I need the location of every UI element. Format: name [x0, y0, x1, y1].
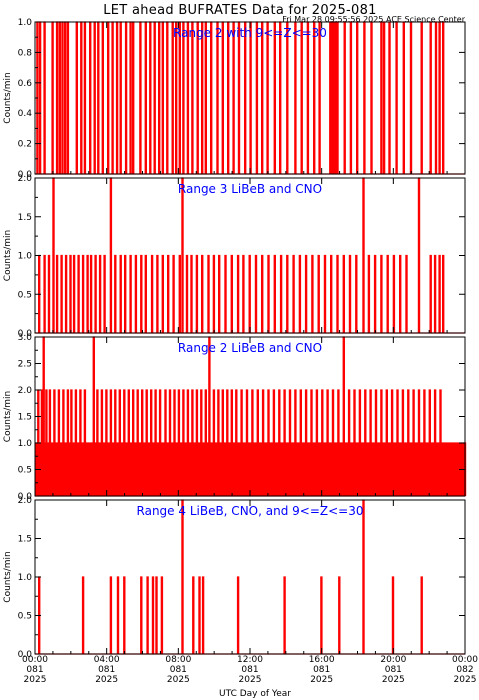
y-tick-label: 0.5 — [18, 466, 32, 476]
x-axis: 00:00081202504:00081202508:00081202512:0… — [22, 655, 478, 685]
y-tick-label: 1.0 — [18, 439, 33, 449]
x-tick-doy: 081 — [98, 665, 115, 675]
generation-timestamp: Fri Mar 28 09:55:56 2025 ACE Science Cen… — [282, 15, 466, 24]
x-tick-time: 08:00 — [165, 655, 191, 665]
panel-title: Range 3 LiBeB and CNO — [178, 182, 322, 196]
y-tick-label: 1.0 — [18, 18, 33, 28]
x-tick-doy: 081 — [241, 665, 258, 675]
y-tick-label: 0.0 — [18, 329, 33, 339]
y-axis-label: Counts/min — [3, 551, 13, 602]
y-tick-label: 1.5 — [18, 213, 32, 223]
y-tick-label: 3.0 — [18, 333, 33, 343]
x-tick-time: 00:00 — [22, 655, 48, 665]
panel-3: 0.0 0.5 1.0 1.5 2.0 2.5 3.0 Range 2 LiBeB and C… — [3, 333, 467, 502]
x-tick-year: 2025 — [95, 675, 118, 685]
x-tick-year: 2025 — [382, 675, 405, 685]
series-line-panel-1 — [35, 21, 465, 175]
x-tick-year: 2025 — [239, 675, 262, 685]
series-line-panel-3 — [35, 336, 467, 497]
y-axis-label: Counts/min — [3, 391, 13, 442]
y-tick-label: 1.0 — [18, 573, 33, 583]
y-tick-label: 0.6 — [18, 79, 33, 89]
y-tick-label: 1.5 — [18, 413, 32, 423]
panel-title: Range 2 LiBeB and CNO — [178, 341, 322, 355]
x-tick-time: 04:00 — [94, 655, 120, 665]
y-tick-label: 0.8 — [18, 48, 33, 58]
y-tick-label: 0.5 — [18, 290, 32, 300]
y-tick-label: 0.0 — [18, 170, 33, 180]
x-tick-year: 2025 — [454, 675, 477, 685]
y-tick-label: 0.4 — [18, 109, 33, 119]
y-tick-label: 2.0 — [18, 496, 33, 506]
x-axis-label: UTC Day of Year — [219, 689, 291, 699]
x-tick-doy: 081 — [385, 665, 402, 675]
y-tick-label: 0.2 — [18, 140, 32, 150]
x-tick-doy: 081 — [170, 665, 187, 675]
x-tick-year: 2025 — [24, 675, 47, 685]
x-tick-doy: 082 — [456, 665, 473, 675]
y-tick-label: 2.0 — [18, 386, 33, 396]
panels: 0.0 0.2 0.4 0.6 0.8 1.0 Range 2 with 9<=Z<=30 C… — [3, 18, 467, 660]
y-tick-label: 2.5 — [18, 360, 32, 370]
y-tick-label: 2.0 — [18, 174, 33, 184]
x-tick-year: 2025 — [167, 675, 190, 685]
x-tick-doy: 081 — [313, 665, 330, 675]
x-tick-time: 20:00 — [380, 655, 406, 665]
series-line-panel-2 — [35, 177, 465, 334]
x-tick-time: 12:00 — [237, 655, 263, 665]
series-line-panel-4 — [35, 499, 465, 655]
panel-title: Range 2 with 9<=Z<=30 — [173, 26, 327, 40]
x-tick-year: 2025 — [310, 675, 333, 685]
x-tick-doy: 081 — [26, 665, 43, 675]
x-tick-time: 00:00 — [452, 655, 478, 665]
y-tick-label: 1.0 — [18, 252, 33, 262]
panel-1: 0.0 0.2 0.4 0.6 0.8 1.0 Range 2 with 9<=Z<=30 C… — [3, 18, 466, 180]
y-axis-label: Counts/min — [3, 230, 13, 281]
y-tick-label: 0.0 — [18, 650, 33, 660]
panel-4: 0.0 0.5 1.0 1.5 2.0 Range 4 LiBeB, CNO, and 9… — [3, 496, 466, 660]
y-tick-label: 1.5 — [18, 535, 32, 545]
y-axis-label: Counts/min — [3, 72, 13, 123]
y-tick-label: 0.5 — [18, 612, 32, 622]
x-tick-time: 16:00 — [309, 655, 335, 665]
y-tick-label: 0.0 — [18, 492, 33, 502]
panel-2: 0.0 0.5 1.0 1.5 2.0 Range 3 LiBeB and CNO Coun… — [3, 174, 466, 339]
plot-frame-panel-4 — [34, 499, 466, 655]
panel-title: Range 4 LiBeB, CNO, and 9<=Z<=30 — [137, 504, 364, 518]
chart-title: LET ahead BUFRATES Data for 2025-081 — [103, 3, 377, 18]
